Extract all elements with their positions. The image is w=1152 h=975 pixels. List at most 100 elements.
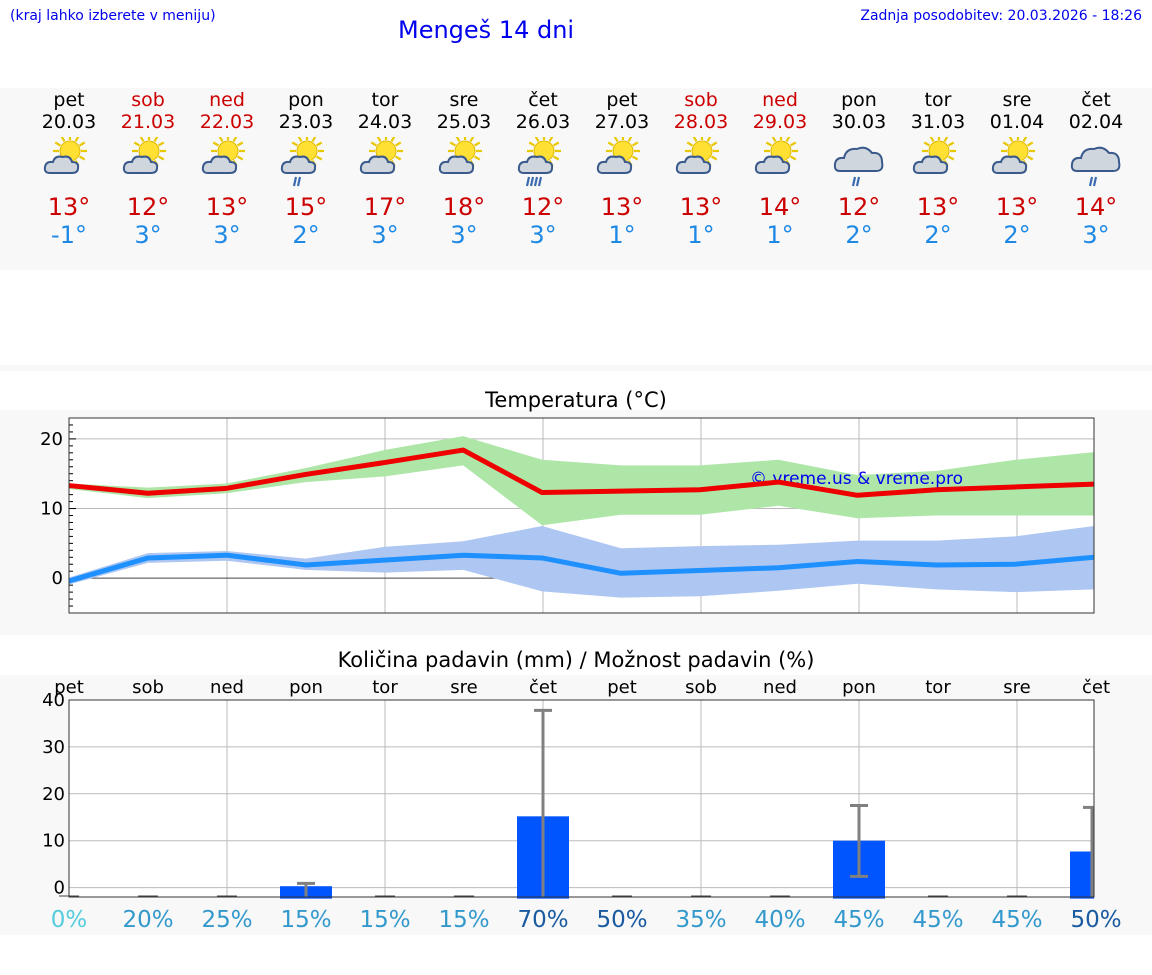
last-updated: Zadnja posodobitev: 20.03.2026 - 18:26 <box>860 8 1142 24</box>
day-column: sob 21.03 12° 3° <box>108 88 188 249</box>
x-category-label: sob <box>132 677 164 698</box>
day-name: tor <box>924 89 952 111</box>
sun-cloud-icon <box>43 137 87 174</box>
day-column: sre 01.04 13° 2° <box>977 88 1057 249</box>
precip-chance-label: 45% <box>833 907 884 933</box>
x-category-label: tor <box>372 677 398 698</box>
x-category-label: pon <box>842 677 876 698</box>
min-temp: 1° <box>766 221 794 249</box>
page-title: Mengeš 14 dni <box>398 16 575 44</box>
max-temp: 14° <box>1074 193 1118 221</box>
divider-band <box>0 365 1152 371</box>
precip-chance-label: 45% <box>991 907 1042 933</box>
day-column: pon 30.03 12° 2° <box>819 88 899 249</box>
plot-frame <box>68 417 1095 614</box>
day-name: čet <box>528 89 558 111</box>
max-temp: 13° <box>47 193 91 221</box>
day-name: tor <box>371 89 399 111</box>
day-date: 21.03 <box>120 111 176 133</box>
day-name: ned <box>762 89 798 111</box>
x-category-label: čet <box>1082 677 1110 698</box>
sun-cloud-rain-icon <box>280 137 324 187</box>
day-name: ned <box>209 89 245 111</box>
max-temp: 17° <box>363 193 407 221</box>
max-temp: 13° <box>600 193 644 221</box>
day-column: ned 22.03 13° 3° <box>187 88 267 249</box>
x-category-label: ned <box>763 677 797 698</box>
day-column: pet 27.03 13° 1° <box>582 88 662 249</box>
precip-chance-label: 25% <box>201 907 252 933</box>
cloud-icon <box>359 155 396 174</box>
cloud-icon <box>833 146 884 172</box>
error-bar <box>297 881 315 897</box>
min-temp: 2° <box>292 221 320 249</box>
max-temp: 13° <box>995 193 1039 221</box>
cloud-icon <box>438 155 475 174</box>
day-name: pon <box>288 89 324 111</box>
plot-frame <box>68 699 1095 898</box>
sun-cloud-icon <box>201 137 245 174</box>
min-temp: 3° <box>371 221 399 249</box>
precip-chance-label: 50% <box>1070 907 1121 933</box>
plot-area <box>69 700 1094 897</box>
min-temp: 2° <box>845 221 873 249</box>
cloud-icon <box>43 155 80 174</box>
max-temp: 13° <box>205 193 249 221</box>
day-column: tor 31.03 13° 2° <box>898 88 978 249</box>
sun-cloud-icon <box>438 137 482 174</box>
min-temp: 3° <box>529 221 557 249</box>
error-bar <box>534 708 552 897</box>
day-column: čet 26.03 12° 3° <box>503 88 583 249</box>
x-category-label: sre <box>450 677 477 698</box>
day-column: sre 25.03 18° 3° <box>424 88 504 249</box>
max-temp: 14° <box>758 193 802 221</box>
day-date: 01.04 <box>989 111 1045 133</box>
precip-chance-label: 40% <box>754 907 805 933</box>
cloud-icon <box>1070 146 1121 172</box>
min-temp: 3° <box>213 221 241 249</box>
max-temp: 15° <box>284 193 328 221</box>
y-tick-label: 20 <box>40 429 63 450</box>
cloud-icon <box>201 155 238 174</box>
cloud-icon <box>754 155 791 174</box>
sun-cloud-icon <box>912 137 956 174</box>
day-date: 26.03 <box>515 111 571 133</box>
day-date: 28.03 <box>673 111 729 133</box>
cloud-icon <box>122 155 159 174</box>
day-name: čet <box>1081 89 1111 111</box>
min-temp-band <box>69 525 1094 598</box>
y-tick-label: 0 <box>54 878 65 899</box>
min-temp: 2° <box>1003 221 1031 249</box>
error-bar <box>1083 805 1094 897</box>
day-column: sob 28.03 13° 1° <box>661 88 741 249</box>
day-column: pet 20.03 13° -1° <box>29 88 109 249</box>
max-temp: 13° <box>679 193 723 221</box>
y-tick-label: 10 <box>40 499 63 520</box>
precip-chance-label: 15% <box>280 907 331 933</box>
rain-icon <box>851 176 861 187</box>
sun-cloud-icon <box>596 137 640 174</box>
x-category-label: sre <box>1003 677 1030 698</box>
min-temp: 3° <box>1082 221 1110 249</box>
day-name: sre <box>1002 89 1032 111</box>
error-bar <box>850 804 868 878</box>
min-temp: 1° <box>687 221 715 249</box>
max-temp: 13° <box>916 193 960 221</box>
cloud-icon <box>991 155 1028 174</box>
day-column: ned 29.03 14° 1° <box>740 88 820 249</box>
precip-chance-label: 15% <box>438 907 489 933</box>
day-name: pet <box>53 89 85 111</box>
day-date: 02.04 <box>1068 111 1124 133</box>
sun-cloud-icon <box>991 137 1035 174</box>
precip-chart-title: Količina padavin (mm) / Možnost padavin … <box>337 648 815 672</box>
cloud-icon <box>596 155 633 174</box>
day-date: 25.03 <box>436 111 492 133</box>
day-column: tor 24.03 17° 3° <box>345 88 425 249</box>
y-tick-label: 30 <box>42 737 65 758</box>
precip-chance-label: 70% <box>517 907 568 933</box>
max-temp: 12° <box>837 193 881 221</box>
day-date: 20.03 <box>41 111 97 133</box>
day-date: 23.03 <box>278 111 334 133</box>
precip-bar <box>1070 851 1094 899</box>
